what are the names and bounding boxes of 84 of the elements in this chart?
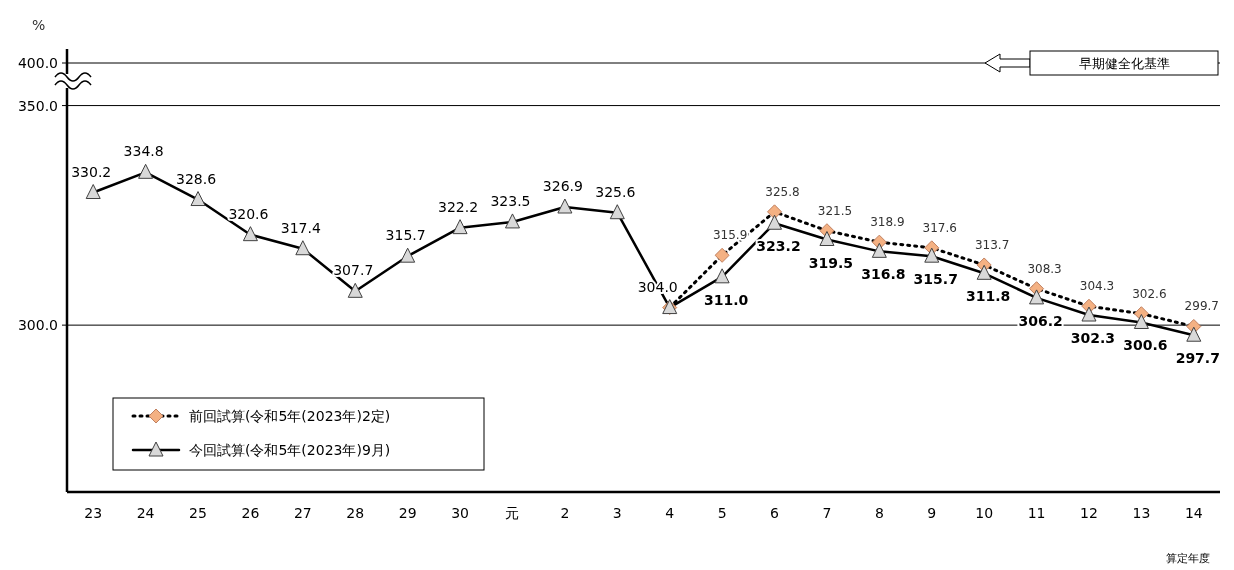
x-tick-label: 28 [346, 505, 365, 521]
data-label: 302.6 [1132, 286, 1167, 301]
x-tick-label: 7 [822, 505, 832, 521]
x-tick-label: 29 [398, 505, 417, 521]
x-tick-label: 27 [293, 505, 312, 521]
y-axis-title: % [32, 17, 46, 33]
point [767, 214, 783, 230]
data-label: 321.5 [817, 203, 853, 218]
point [452, 219, 468, 235]
x-tick-label: 8 [874, 505, 884, 521]
x-tick-label: 元 [505, 505, 520, 521]
y-tick-label: 300.0 [17, 317, 58, 334]
text: 400.0 [17, 55, 58, 71]
text: 早期健全化基準 [1078, 56, 1170, 71]
y-tick-label: 350.0 [17, 97, 58, 114]
point [1029, 289, 1045, 305]
data-label: 306.2 [1018, 312, 1063, 329]
x-tick-label: 6 [770, 505, 780, 521]
data-label: 315.9 [712, 228, 748, 243]
data-label: 307.7 [333, 262, 374, 279]
x-tick-label: 30 [451, 505, 469, 521]
data-label: 302.3 [1070, 330, 1116, 347]
x-tick-label: 26 [241, 505, 260, 521]
data-label: 311.8 [966, 288, 1011, 305]
point [767, 204, 783, 220]
point [347, 282, 363, 298]
data-label: 330.2 [71, 163, 112, 180]
data-label: 318.9 [870, 215, 905, 230]
point [924, 247, 940, 263]
data-label: 299.7 [1184, 299, 1219, 314]
x-tick-label: 23 [84, 505, 103, 521]
data-label: 311.0 [703, 291, 749, 308]
data-label: 323.2 [756, 238, 801, 255]
x-tick-label: 10 [975, 505, 994, 521]
data-label: 319.5 [808, 254, 854, 271]
data-label: 313.7 [974, 237, 1010, 252]
data-label: 323.5 [490, 192, 531, 209]
x-tick-label: 13 [1132, 505, 1151, 521]
point [242, 226, 258, 242]
x-tick-label: 3 [612, 505, 622, 521]
data-label: 317.4 [280, 219, 321, 236]
point [609, 204, 625, 220]
point [85, 184, 101, 200]
point [1081, 306, 1097, 322]
data-label: 325.8 [765, 184, 800, 199]
data-label: 297.7 [1175, 350, 1220, 367]
data-label: 325.6 [595, 183, 636, 200]
data-label: 326.9 [542, 178, 583, 194]
data-label: 315.7 [385, 227, 426, 244]
point [819, 231, 835, 246]
point [400, 247, 416, 263]
legend-label: 前回試算(令和5年(2023年)2定) [189, 408, 391, 424]
x-tick-label: 24 [136, 505, 155, 521]
point [714, 268, 730, 284]
x-tick-label: 5 [717, 505, 727, 521]
data-label: 317.6 [922, 220, 957, 235]
data-label: 328.6 [175, 170, 217, 187]
point [976, 264, 992, 280]
point [871, 242, 887, 258]
x-tick-label: 12 [1080, 505, 1098, 521]
data-label: 300.6 [1123, 337, 1168, 354]
point [557, 198, 573, 214]
data-label: 315.7 [913, 271, 958, 288]
x-tick-label: 25 [189, 505, 207, 521]
point [295, 240, 311, 256]
data-label: 322.2 [438, 198, 479, 215]
x-tick-label: 9 [927, 505, 937, 521]
data-label: 334.8 [123, 143, 164, 160]
data-label: 320.6 [228, 205, 269, 222]
x-tick-label: 4 [665, 505, 675, 521]
x-tick-label: 2 [560, 505, 570, 521]
point [138, 163, 154, 179]
x-tick-label: 11 [1027, 505, 1046, 521]
point [1186, 326, 1202, 342]
point [714, 247, 730, 263]
point [1133, 314, 1149, 329]
legend-label: 今回試算(令和5年(2023年)9月) [189, 442, 391, 458]
data-label: 308.3 [1027, 261, 1062, 276]
data-label: 316.8 [861, 266, 906, 283]
x-axis-title: 算定年度 [1166, 552, 1210, 565]
data-label: 304.3 [1079, 279, 1115, 294]
point [190, 191, 206, 207]
point [504, 213, 520, 229]
x-tick-label: 14 [1184, 505, 1203, 521]
